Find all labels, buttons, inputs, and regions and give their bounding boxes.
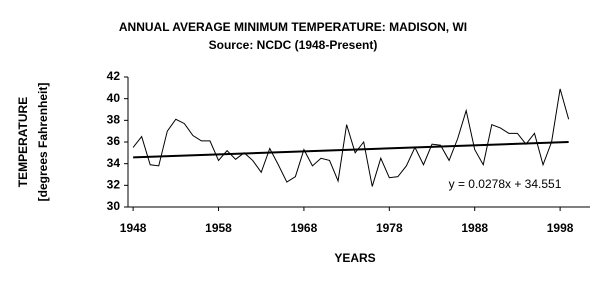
trendline-equation: y = 0.0278x + 34.551 [449, 177, 562, 191]
y-tick-label: 40 [107, 91, 121, 105]
x-tick-label: 1978 [376, 221, 403, 235]
y-tick-label: 30 [107, 199, 121, 213]
y-tick-label: 34 [107, 156, 121, 170]
trendline [133, 141, 569, 159]
chart-subtitle: Source: NCDC (1948-Present) [209, 38, 378, 52]
y-tick-label: 32 [107, 178, 121, 192]
y-axis-label: [degrees Fahrenheit] [36, 83, 50, 202]
y-tick-label: 42 [107, 69, 121, 83]
y-tick-label: 36 [107, 134, 121, 148]
x-tick-label: 1998 [547, 221, 574, 235]
chart-title: ANNUAL AVERAGE MINIMUM TEMPERATURE: MADI… [119, 20, 467, 34]
y-axis-label: TEMPERATURE [16, 97, 30, 187]
x-axis-label: YEARS [334, 251, 375, 265]
data-line [132, 88, 570, 187]
y-tick-label: 38 [107, 113, 121, 127]
x-tick-label: 1958 [205, 221, 232, 235]
x-tick-label: 1988 [461, 221, 488, 235]
x-tick-label: 1948 [120, 221, 147, 235]
x-tick-label: 1968 [291, 221, 318, 235]
